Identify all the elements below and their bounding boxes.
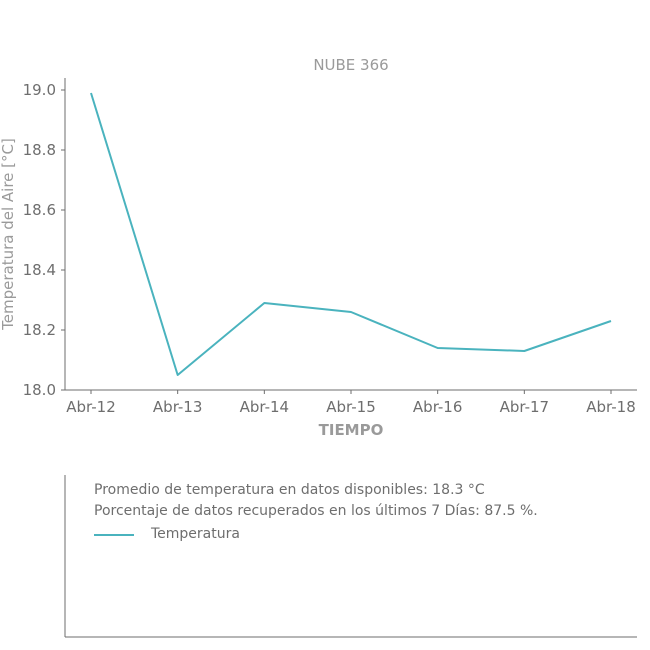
y-tick-label: 19.0 [23, 81, 56, 99]
chart-title: NUBE 366 [313, 56, 388, 74]
legend-label-temperatura: Temperatura [150, 526, 240, 542]
x-tick-label: Abr-14 [240, 398, 290, 416]
x-tick-label: Abr-15 [326, 398, 376, 416]
y-ticks: 18.0 18.2 18.4 18.6 18.8 19.0 [23, 81, 65, 399]
x-ticks: Abr-12 Abr-13 Abr-14 Abr-15 Abr-16 Abr-17 Abr-… [66, 390, 636, 416]
x-tick-label: Abr-16 [413, 398, 463, 416]
data-recovered-text: Porcentaje de datos recuperados en los ú… [94, 503, 538, 519]
info-panel: Promedio de temperatura en datos disponi… [64, 475, 637, 638]
series-line-temperatura [90, 92, 612, 376]
y-tick-label: 18.4 [23, 261, 56, 279]
plot-axes [64, 78, 637, 391]
y-axis-label: Temperatura del Aire [°C] [0, 138, 17, 331]
series-layer [90, 92, 612, 376]
y-tick-label: 18.6 [23, 201, 56, 219]
x-tick-label: Abr-17 [500, 398, 550, 416]
average-temperature-text: Promedio de temperatura en datos disponi… [94, 482, 485, 498]
x-tick-label: Abr-13 [153, 398, 203, 416]
x-tick-label: Abr-18 [586, 398, 636, 416]
x-axis-label: TIEMPO [319, 421, 384, 439]
y-tick-label: 18.2 [23, 321, 56, 339]
y-tick-label: 18.8 [23, 141, 56, 159]
x-tick-label: Abr-12 [66, 398, 116, 416]
y-tick-label: 18.0 [23, 381, 56, 399]
